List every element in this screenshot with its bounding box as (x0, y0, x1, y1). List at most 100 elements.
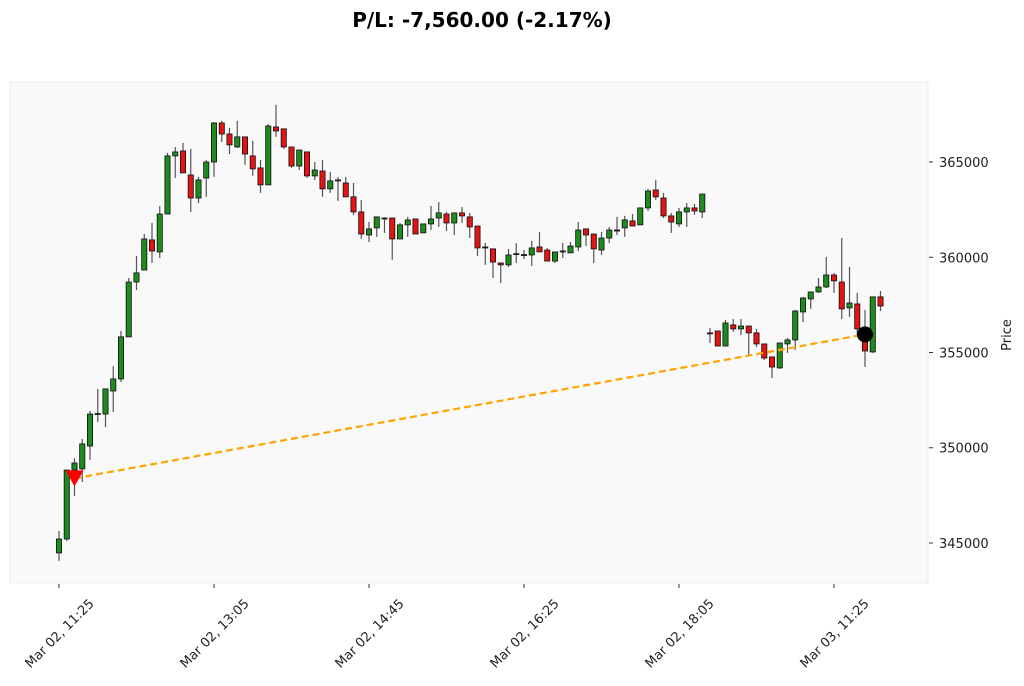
candle (505, 248, 512, 267)
candle-body-up (800, 297, 807, 313)
candle-body-down (668, 215, 675, 223)
candle-body-up (451, 212, 458, 224)
candle (288, 146, 295, 168)
candle (668, 212, 675, 233)
y-tick-label: 345000 (939, 537, 989, 552)
candle-body-down (489, 248, 496, 263)
candle (645, 188, 652, 211)
candle (389, 217, 396, 260)
candle (823, 256, 830, 288)
candle-body-down (559, 250, 566, 253)
candle-body-down (730, 324, 737, 330)
candle-body-up (567, 245, 574, 254)
candle (769, 356, 776, 379)
candle-body-up (365, 228, 372, 236)
candle-body-up (807, 291, 814, 300)
exit-marker-circle-icon (857, 326, 873, 343)
candle (614, 216, 621, 235)
candle (846, 266, 853, 317)
candle (792, 310, 799, 351)
candle (831, 272, 838, 293)
candle-body-down (148, 239, 155, 252)
y-tick-label: 365000 (939, 156, 989, 171)
candle-body-down (544, 249, 551, 262)
candle (707, 327, 714, 343)
candle (319, 159, 326, 197)
candle (466, 212, 473, 239)
candle (156, 206, 163, 259)
candle (210, 122, 217, 177)
candle-body-up (102, 388, 109, 415)
candle (172, 146, 179, 179)
candle (94, 388, 101, 423)
candle (272, 104, 279, 137)
candle (559, 242, 566, 259)
candle-body-up (373, 216, 380, 229)
candle (621, 215, 628, 237)
candle (877, 290, 884, 311)
candle (583, 228, 590, 247)
candle-body-up (71, 462, 78, 471)
candle-body-down (838, 281, 845, 310)
candle-body-down (458, 212, 465, 217)
candle-body-up (118, 336, 125, 380)
candle-body-down (381, 217, 388, 220)
candle (521, 250, 528, 259)
candle (373, 216, 380, 237)
candle-body-up (203, 161, 210, 179)
candle (141, 234, 148, 271)
candle (745, 325, 752, 356)
candle-body-down (583, 228, 590, 236)
candle (536, 231, 543, 253)
candle (234, 120, 241, 148)
candle-body-down (241, 136, 248, 155)
candle-body-down (769, 356, 776, 368)
candle-body-up (87, 413, 94, 447)
candle (118, 330, 125, 383)
candle-body-down (303, 151, 310, 177)
trade-layer (65, 326, 873, 487)
candle (552, 251, 559, 263)
candle-body-down (831, 274, 838, 282)
candle-body-up (528, 247, 535, 256)
candle-body-down (761, 343, 768, 359)
candle (265, 123, 272, 186)
candle-body-down (536, 246, 543, 253)
candle (56, 530, 63, 561)
candle (358, 199, 365, 239)
candle-body-up (683, 207, 690, 213)
candle-body-down (629, 220, 636, 227)
candle-body-down (614, 229, 621, 232)
candle-body-up (210, 122, 217, 163)
y-axis-label: Price (1000, 319, 1015, 351)
candle (474, 225, 481, 256)
candle (683, 202, 690, 227)
x-tick-label: Mar 02, 18:05 (643, 597, 718, 672)
candle (79, 438, 86, 483)
candle-body-up (621, 219, 628, 229)
candle (800, 296, 807, 323)
y-axis: 345000 350000 355000 360000 365000 (929, 156, 989, 552)
candle-body-down (482, 246, 489, 249)
candle (854, 292, 861, 337)
candle (722, 319, 729, 347)
candle-body-down (342, 182, 349, 198)
candle (590, 233, 597, 263)
candle-body-up (265, 125, 272, 186)
candle (699, 193, 706, 219)
candle-body-up (645, 190, 652, 209)
candle (187, 148, 194, 212)
candle (203, 159, 210, 197)
candle-body-up (79, 443, 86, 470)
candle-body-up (792, 310, 799, 341)
candle (497, 262, 504, 283)
candle (280, 128, 287, 149)
candle-body-up (141, 238, 148, 271)
candle (334, 176, 341, 201)
candle-body-up (676, 211, 683, 225)
candle-body-up (823, 274, 830, 288)
candle-body-up (699, 193, 706, 213)
candle (381, 217, 388, 233)
candle-body-down (714, 330, 721, 347)
candle (125, 278, 132, 338)
